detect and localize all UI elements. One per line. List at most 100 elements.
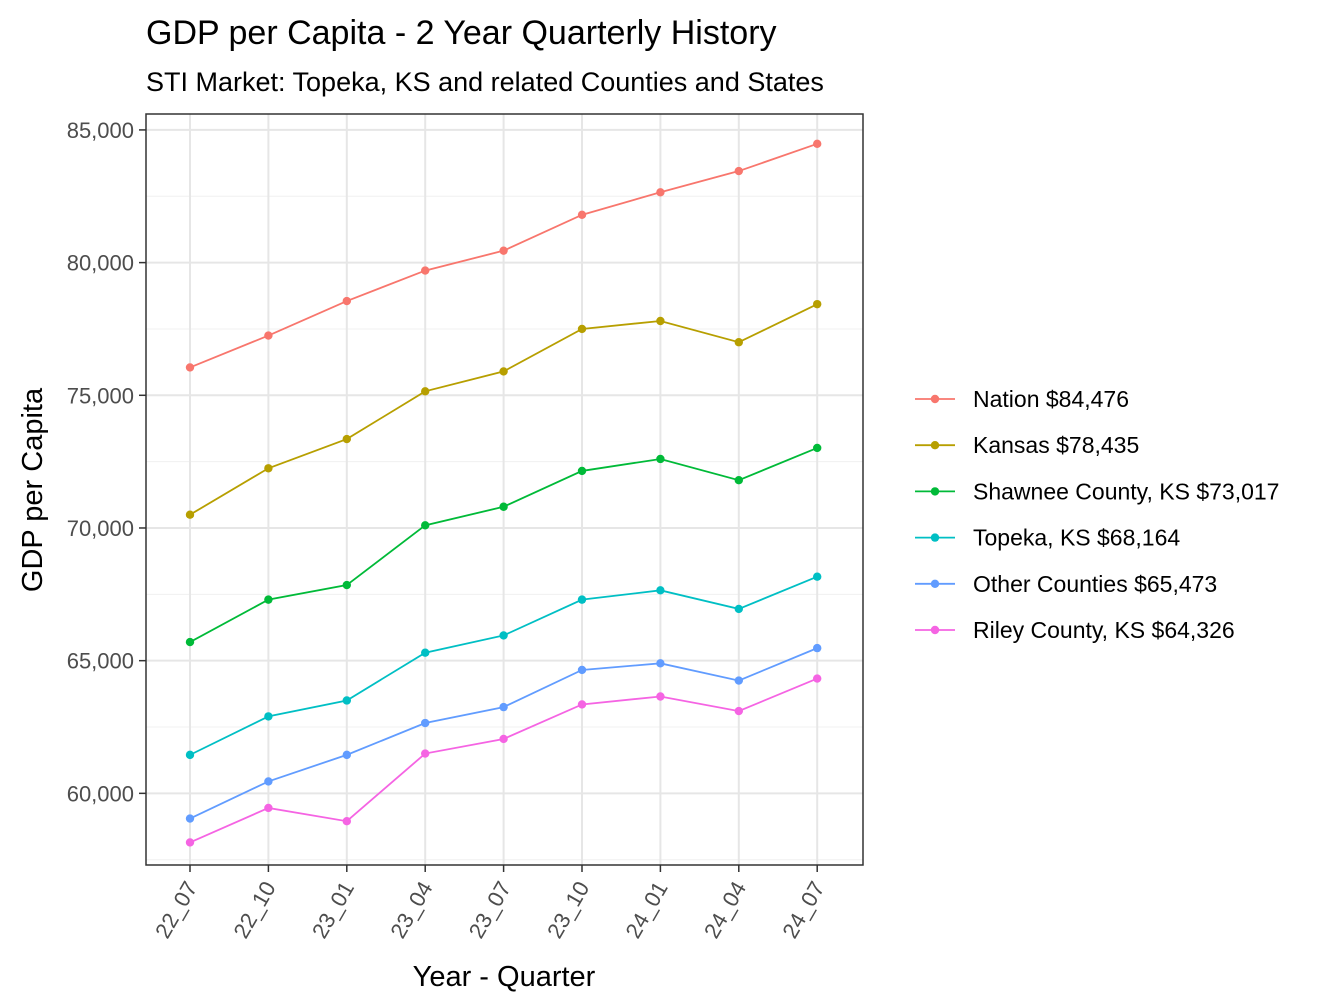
data-point [185,363,195,372]
y-tick-label: 70,000 [67,516,134,541]
data-point [734,706,743,716]
data-point [342,750,351,760]
data-point [421,648,430,657]
x-tick-label: 24_01 [620,877,672,942]
data-point [577,665,587,675]
panel-border [145,113,864,866]
data-point [421,387,430,396]
legend-key-point [930,533,940,542]
data-point [185,750,195,760]
y-axis: 60,000 65,000 70,000 75,000 80,000 85,000 [67,118,146,806]
data-point [813,643,822,653]
data-point [577,466,587,476]
data-point [499,246,508,255]
data-point [342,696,351,705]
legend-label: Topeka, KS $68,164 [973,525,1180,551]
x-tick-label: 23_07 [464,877,516,942]
data-point [264,464,273,473]
series-group [185,674,822,847]
data-point [421,749,430,758]
data-point [656,659,665,668]
legend-key-point [930,625,940,635]
legend-item: Nation $84,476 [915,386,1129,412]
series-group [185,643,822,823]
data-point [499,502,508,511]
x-tick-label: 22_10 [228,877,280,942]
panel-frame [145,113,864,866]
data-point [499,734,508,744]
data-point [264,777,273,786]
data-point [185,637,195,647]
legend-label: Riley County, KS $64,326 [973,617,1235,643]
data-point [656,316,665,326]
legend-key-point [930,579,940,588]
data-point [813,443,822,453]
x-axis: 22_07 22_10 23_01 23_04 23_07 23_10 24_01 24_04… [150,865,830,942]
data-point [499,702,508,712]
legend-item: Shawnee County, KS $73,017 [915,478,1279,504]
x-axis-label: Year - Quarter [413,961,596,993]
data-point [499,631,508,640]
data-point [264,331,273,340]
data-point [421,521,430,530]
series-group [185,572,822,760]
legend-item: Riley County, KS $64,326 [915,617,1235,643]
x-tick-label: 23_10 [542,877,594,942]
data-point [421,718,430,728]
data-point [734,476,743,485]
legend-key-point [930,487,940,496]
data-point [656,586,665,595]
legend-label: Kansas $78,435 [973,432,1139,458]
legend-label: Shawnee County, KS $73,017 [973,478,1279,504]
y-tick-label: 80,000 [67,251,134,276]
data-point [734,604,743,614]
legend-key-point [930,394,940,404]
x-tick-label: 23_04 [385,877,437,942]
data-point [577,210,587,220]
data-point [813,572,822,581]
data-point [342,434,351,444]
chart-subtitle: STI Market: Topeka, KS and related Count… [146,67,824,97]
data-point [813,139,822,149]
y-axis-label: GDP per Capita [17,387,49,592]
y-tick-label: 60,000 [67,781,134,806]
x-tick-label: 22_07 [150,877,202,942]
chart-title: GDP per Capita - 2 Year Quarterly Histor… [146,14,777,52]
legend: Nation $84,476 Kansas $78,435 Shawnee Coun… [915,386,1279,643]
y-tick-label: 75,000 [67,383,134,408]
data-point [734,338,743,347]
series-group [185,299,822,519]
series-group [185,139,822,372]
data-point [656,454,665,464]
data-point [185,838,195,847]
y-tick-label: 65,000 [67,649,134,674]
data-point [421,266,430,275]
legend-item: Other Counties $65,473 [915,571,1217,597]
legend-key-point [930,441,940,450]
data-point [264,803,273,813]
data-point [577,700,587,709]
data-point [185,510,195,519]
legend-item: Topeka, KS $68,164 [915,525,1180,551]
data-point [734,676,743,685]
legend-label: Nation $84,476 [973,386,1129,412]
data-point [264,712,273,721]
data-point [813,299,822,309]
data-point [264,595,273,604]
data-point [813,674,822,683]
data-point [342,817,351,826]
legend-label: Other Counties $65,473 [973,571,1217,597]
y-tick-label: 85,000 [67,118,134,143]
data-point [342,580,351,590]
data-point [577,324,587,334]
x-tick-label: 24_07 [777,877,829,942]
data-point [499,367,508,376]
grid-lines [146,114,863,865]
data-point [734,166,743,176]
series-group [185,443,822,647]
data-point [577,595,587,604]
data-point [185,814,195,823]
data-point [656,188,665,197]
x-tick-label: 24_04 [699,877,751,942]
